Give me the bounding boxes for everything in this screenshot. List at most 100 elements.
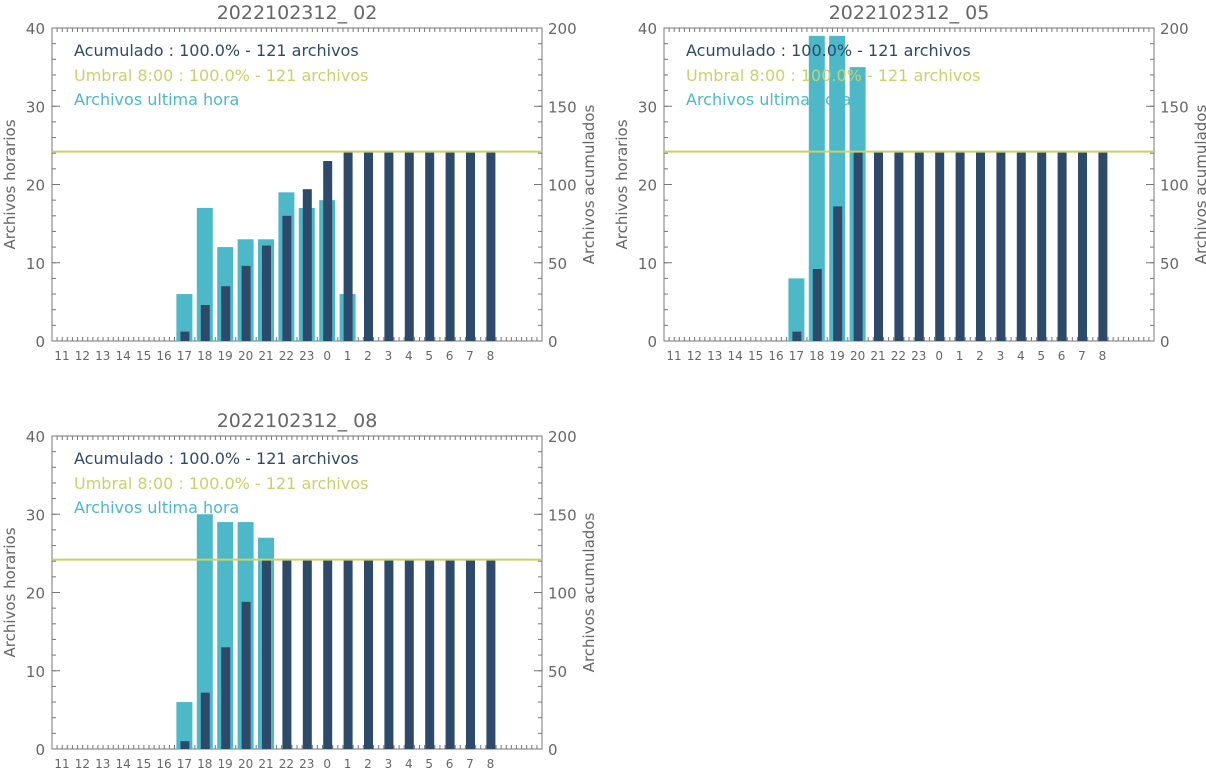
cumulative-bar bbox=[1078, 151, 1087, 341]
cumulative-bar bbox=[935, 151, 945, 341]
x-tick-label: 17 bbox=[177, 349, 192, 363]
x-tick-label: 19 bbox=[218, 757, 233, 771]
cumulative-bar bbox=[466, 151, 475, 341]
x-tick-label: 22 bbox=[891, 349, 906, 363]
right-y-tick-label: 200 bbox=[548, 20, 577, 38]
x-tick-label: 2 bbox=[364, 757, 372, 771]
cumulative-bar bbox=[833, 206, 843, 341]
cumulative-bar bbox=[364, 559, 373, 749]
left-y-tick-label: 40 bbox=[638, 20, 657, 38]
hourly-bar bbox=[788, 278, 805, 341]
x-tick-label: 18 bbox=[809, 349, 824, 363]
right-y-tick-label: 0 bbox=[548, 333, 558, 351]
cumulative-bar bbox=[914, 151, 924, 341]
cumulative-bar bbox=[384, 151, 394, 341]
cumulative-bar bbox=[262, 559, 271, 749]
x-tick-label: 21 bbox=[870, 349, 885, 363]
x-tick-label: 12 bbox=[75, 757, 90, 771]
x-tick-label: 1 bbox=[956, 349, 964, 363]
legend-ultima-hora: Archivos ultima hora bbox=[74, 498, 239, 517]
x-tick-label: 8 bbox=[487, 349, 495, 363]
cumulative-bar bbox=[343, 151, 353, 341]
left-y-tick-label: 0 bbox=[35, 741, 45, 759]
legend-acumulado: Acumulado : 100.0% - 121 archivos bbox=[686, 41, 971, 60]
left-axis-label: Archivos horarios bbox=[1, 527, 19, 657]
right-y-tick-label: 150 bbox=[548, 506, 577, 524]
cumulative-bar bbox=[221, 286, 231, 341]
x-tick-label: 3 bbox=[385, 757, 393, 771]
cumulative-bar bbox=[302, 189, 312, 341]
chart-title: 2022102312_ 05 bbox=[829, 2, 990, 24]
x-tick-label: 23 bbox=[911, 349, 926, 363]
right-y-tick-label: 200 bbox=[548, 428, 577, 446]
x-tick-label: 23 bbox=[299, 349, 314, 363]
x-tick-label: 22 bbox=[279, 349, 294, 363]
cumulative-bar bbox=[180, 741, 190, 749]
cumulative-bar bbox=[323, 161, 333, 341]
x-tick-label: 12 bbox=[75, 349, 90, 363]
legend-ultima-hora: Archivos ultima hora bbox=[686, 90, 851, 109]
x-tick-label: 0 bbox=[935, 349, 943, 363]
cumulative-bar bbox=[282, 559, 292, 749]
cumulative-bar bbox=[1016, 151, 1026, 341]
cumulative-bar bbox=[996, 151, 1006, 341]
cumulative-bar bbox=[200, 692, 210, 749]
x-tick-label: 13 bbox=[95, 757, 110, 771]
cumulative-bar bbox=[262, 245, 271, 341]
x-tick-label: 21 bbox=[258, 757, 273, 771]
cumulative-bar bbox=[894, 151, 904, 341]
cumulative-bar bbox=[874, 151, 883, 341]
cumulative-bar bbox=[180, 331, 190, 341]
left-y-tick-label: 0 bbox=[647, 333, 657, 351]
x-tick-label: 23 bbox=[299, 757, 314, 771]
cumulative-bar bbox=[404, 559, 414, 749]
x-tick-label: 4 bbox=[405, 349, 413, 363]
cumulative-bar bbox=[1037, 151, 1047, 341]
chart-title: 2022102312_ 02 bbox=[217, 2, 378, 24]
x-tick-label: 14 bbox=[116, 757, 131, 771]
x-tick-label: 19 bbox=[830, 349, 845, 363]
right-y-tick-label: 100 bbox=[1160, 177, 1189, 195]
cumulative-bar bbox=[221, 647, 231, 749]
cumulative-bar bbox=[323, 559, 333, 749]
x-tick-label: 4 bbox=[1017, 349, 1025, 363]
x-tick-label: 17 bbox=[789, 349, 804, 363]
x-tick-label: 15 bbox=[136, 757, 151, 771]
x-tick-label: 16 bbox=[156, 757, 171, 771]
cumulative-bar bbox=[241, 601, 251, 749]
x-tick-label: 18 bbox=[197, 757, 212, 771]
cumulative-bar bbox=[853, 151, 863, 341]
right-y-tick-label: 50 bbox=[548, 255, 567, 273]
left-y-tick-label: 20 bbox=[638, 177, 657, 195]
cumulative-bar bbox=[343, 559, 353, 749]
hourly-bar bbox=[176, 294, 193, 341]
right-axis-label: Archivos acumulados bbox=[580, 513, 598, 673]
x-tick-label: 5 bbox=[1037, 349, 1045, 363]
x-tick-label: 7 bbox=[466, 349, 474, 363]
cumulative-bar bbox=[486, 559, 496, 749]
cumulative-bar bbox=[792, 331, 802, 341]
cumulative-bar bbox=[384, 559, 394, 749]
cumulative-bar bbox=[404, 151, 414, 341]
cumulative-bar bbox=[812, 269, 822, 341]
x-tick-label: 16 bbox=[768, 349, 783, 363]
left-y-tick-label: 30 bbox=[26, 98, 45, 116]
right-axis-label: Archivos acumulados bbox=[1192, 105, 1206, 265]
chart-panel: 2022102312_ 05010203040050100150200Archi… bbox=[613, 2, 1206, 363]
right-y-tick-label: 200 bbox=[1160, 20, 1189, 38]
right-y-tick-label: 100 bbox=[548, 585, 577, 603]
x-tick-label: 5 bbox=[425, 349, 433, 363]
x-tick-label: 2 bbox=[976, 349, 984, 363]
left-y-tick-label: 20 bbox=[26, 585, 45, 603]
cumulative-bar bbox=[976, 151, 985, 341]
chart-panel: 2022102312_ 02010203040050100150200Archi… bbox=[1, 2, 598, 363]
x-tick-label: 11 bbox=[54, 757, 69, 771]
x-tick-label: 21 bbox=[258, 349, 273, 363]
cumulative-bar bbox=[445, 559, 455, 749]
legend-acumulado: Acumulado : 100.0% - 121 archivos bbox=[74, 449, 359, 468]
x-tick-label: 14 bbox=[116, 349, 131, 363]
cumulative-bar bbox=[445, 151, 455, 341]
right-y-tick-label: 50 bbox=[1160, 255, 1179, 273]
left-y-tick-label: 30 bbox=[638, 98, 657, 116]
